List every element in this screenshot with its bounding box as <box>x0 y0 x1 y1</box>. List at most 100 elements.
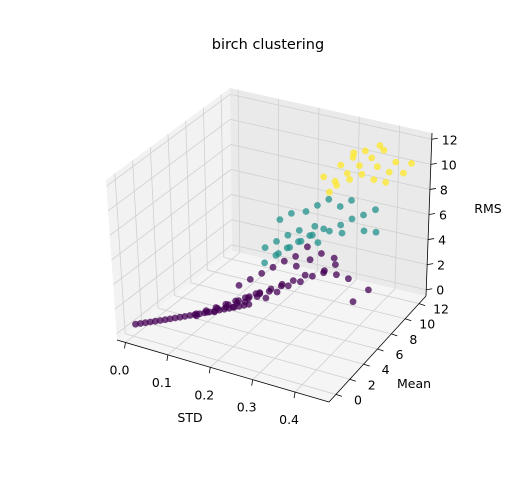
point-1-13 <box>295 227 303 234</box>
point-0-38 <box>229 303 237 311</box>
point-0-65 <box>292 253 299 260</box>
point-1-7 <box>297 237 305 245</box>
grid-z-back-2 <box>231 194 429 240</box>
point-2-2 <box>356 162 363 170</box>
z-tick-label-5: 10 <box>441 157 457 172</box>
grid-z-left-6 <box>106 93 231 187</box>
point-0-49 <box>232 297 240 305</box>
point-1-14 <box>311 222 319 230</box>
point-0-74 <box>304 243 311 251</box>
point-0-42 <box>277 282 285 290</box>
point-0-73 <box>292 262 300 270</box>
x-tick-0 <box>124 342 126 349</box>
point-0-59 <box>345 275 352 283</box>
x-tick-label-0: 0.0 <box>110 362 130 377</box>
point-1-20 <box>302 208 310 215</box>
y-tick-label-3: 6 <box>396 347 404 362</box>
z-tick-3 <box>428 213 436 215</box>
scatter-points <box>132 142 415 328</box>
point-1-9 <box>320 225 328 233</box>
y-tick-label-2: 4 <box>382 362 390 377</box>
x-tick-label-3: 0.3 <box>237 400 257 415</box>
grid-y-floor-1 <box>141 320 350 380</box>
z-tick-0 <box>426 288 433 291</box>
point-0-1 <box>137 320 144 327</box>
point-0-69 <box>349 298 357 306</box>
grid-z-left-3 <box>111 169 232 261</box>
z-tick-label-0: 0 <box>436 283 444 298</box>
grid-y-floor-4 <box>190 282 392 335</box>
point-1-6 <box>286 244 294 251</box>
point-0-70 <box>365 286 372 294</box>
point-0-67 <box>318 250 325 257</box>
y-axis-label: Mean <box>397 376 431 391</box>
point-0-58 <box>333 271 340 279</box>
x-tick-label-4: 0.4 <box>279 412 299 427</box>
z-tick-label-6: 12 <box>442 132 458 147</box>
point-0-53 <box>273 288 281 296</box>
x-tick-2 <box>208 367 211 374</box>
point-0-55 <box>297 278 304 286</box>
point-0-52 <box>262 294 270 302</box>
point-0-50 <box>242 294 249 302</box>
grid-z-back-0 <box>231 244 427 291</box>
chart-title: birch clustering <box>212 37 324 53</box>
point-2-13 <box>346 176 353 183</box>
point-2-11 <box>320 173 327 181</box>
y-tick-label-1: 2 <box>368 377 376 392</box>
point-0-46 <box>202 307 210 315</box>
grid-z-left-0 <box>116 244 233 335</box>
point-2-3 <box>368 154 376 162</box>
point-0-47 <box>212 304 220 311</box>
grid-z-left-4 <box>109 144 231 236</box>
point-0-72 <box>332 261 339 268</box>
point-1-16 <box>337 221 345 229</box>
point-0-62 <box>258 270 266 277</box>
point-0-63 <box>269 263 277 271</box>
point-1-12 <box>284 231 292 239</box>
x-tick-4 <box>293 392 296 399</box>
z-axis-label: RMS <box>474 201 501 216</box>
point-2-12 <box>333 182 340 189</box>
grid-y-floor-5 <box>207 269 406 320</box>
y-tick-1 <box>349 378 356 382</box>
grid-z-left-2 <box>112 194 232 285</box>
point-1-11 <box>273 238 280 245</box>
point-1-27 <box>276 216 284 224</box>
point-2-15 <box>370 176 378 184</box>
z-tick-label-3: 6 <box>439 208 447 223</box>
point-0-54 <box>284 282 292 290</box>
point-1-23 <box>336 203 344 210</box>
y-tick-3 <box>377 348 384 352</box>
y-tick-label-0: 0 <box>354 392 362 407</box>
y-tick-label-5: 10 <box>419 317 435 332</box>
y-tick-6 <box>418 303 426 306</box>
point-1-10 <box>261 244 269 252</box>
point-0-61 <box>246 276 254 283</box>
point-0-66 <box>306 256 314 264</box>
point-1-19 <box>372 228 380 236</box>
z-tick-label-2: 4 <box>438 233 446 248</box>
point-2-17 <box>400 169 407 177</box>
point-2-6 <box>337 161 345 169</box>
point-1-29 <box>314 239 322 247</box>
point-0-71 <box>320 269 327 277</box>
grid-z-left-1 <box>114 219 232 310</box>
point-2-4 <box>380 146 388 154</box>
grid-z-back-5 <box>230 118 431 165</box>
point-0-5 <box>156 317 164 324</box>
point-0-44 <box>301 271 309 279</box>
point-1-8 <box>309 231 316 239</box>
point-1-17 <box>348 215 356 223</box>
point-2-19 <box>326 188 333 196</box>
point-0-3 <box>146 318 154 326</box>
point-2-1 <box>343 170 351 177</box>
z-tick-1 <box>427 263 434 266</box>
point-1-5 <box>275 250 282 257</box>
point-2-18 <box>408 160 415 167</box>
y-tick-label-6: 12 <box>433 302 449 317</box>
point-2-21 <box>376 142 384 149</box>
z-tick-5 <box>430 162 437 165</box>
